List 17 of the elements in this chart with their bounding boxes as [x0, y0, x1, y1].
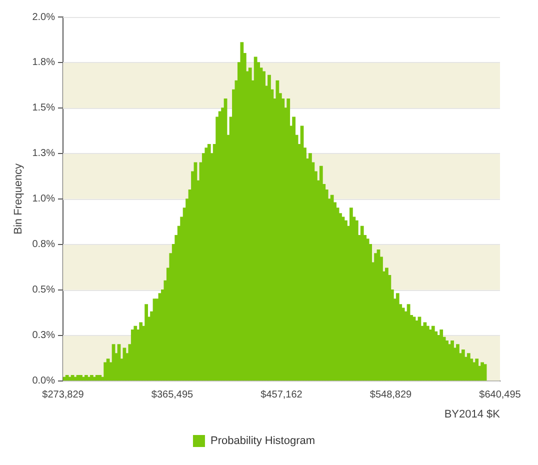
x-tick-label: $640,495 [479, 390, 522, 401]
y-tick-label: 0.0% [32, 376, 56, 387]
legend-label: Probability Histogram [210, 435, 316, 448]
x-tick-label: $273,829 [42, 390, 84, 401]
y-axis-title: Bin Frequency [12, 162, 25, 234]
y-tick-label: 2.0% [32, 12, 56, 23]
y-tick-label: 1.8% [32, 57, 56, 68]
x-tick-label: $365,495 [151, 390, 194, 401]
y-tick-label: 0.5% [32, 284, 56, 296]
y-tick-label: 1.5% [32, 102, 56, 114]
x-axis-title: BY2014 $K [444, 408, 501, 420]
y-tick-label: 0.8% [32, 239, 56, 250]
x-tick-label: $457,162 [260, 390, 303, 401]
x-tick-label: $548,829 [370, 390, 412, 401]
y-tick-label: 1.0% [32, 194, 56, 205]
y-tick-label: 0.3% [32, 330, 56, 342]
y-tick-label: 1.3% [32, 148, 56, 160]
